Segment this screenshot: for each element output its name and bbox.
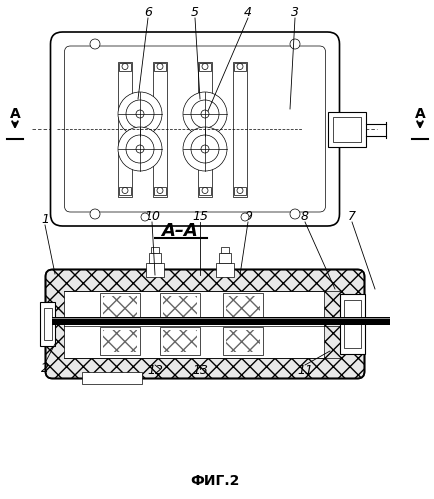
Text: 2: 2 [41,362,49,376]
Bar [197,61,211,197]
Circle shape [289,209,299,219]
Bar [119,187,131,195]
Bar [216,263,233,277]
Text: 12: 12 [147,364,163,378]
Bar [100,293,140,321]
Bar [103,296,137,318]
Circle shape [201,145,208,153]
Circle shape [201,63,207,69]
FancyBboxPatch shape [46,269,364,379]
Bar [339,294,364,354]
Text: 6: 6 [144,5,151,18]
Bar [44,308,53,340]
Bar [160,293,200,321]
Bar [103,330,137,352]
Text: 15: 15 [191,210,207,223]
Circle shape [90,39,100,49]
Circle shape [237,188,243,194]
Bar [327,112,365,147]
Bar [226,296,260,318]
Bar [154,187,166,195]
Circle shape [191,135,218,163]
Text: 7: 7 [347,210,355,223]
Bar [40,302,56,346]
Text: А: А [414,107,424,121]
Text: 8: 8 [300,210,308,223]
Circle shape [183,127,227,171]
Text: А: А [10,107,20,121]
Circle shape [136,110,144,118]
Circle shape [126,135,154,163]
Bar [198,187,210,195]
Bar [154,62,166,70]
Text: 13: 13 [191,364,207,378]
Circle shape [157,188,163,194]
Bar [146,263,164,277]
Bar [198,62,210,70]
Bar [118,61,132,197]
Bar [151,247,159,253]
Text: 10: 10 [144,210,160,223]
Circle shape [240,213,248,221]
Circle shape [122,63,128,69]
Bar [343,300,360,348]
Text: 3: 3 [290,5,298,18]
Bar [226,330,260,352]
Text: 5: 5 [191,5,198,18]
Text: 11: 11 [296,364,312,378]
Text: ФИГ.2: ФИГ.2 [190,474,239,488]
Bar [218,253,230,263]
Circle shape [289,39,299,49]
Circle shape [201,188,207,194]
Circle shape [141,213,149,221]
Circle shape [126,100,154,128]
Text: 1: 1 [41,213,49,226]
Bar [223,327,263,355]
FancyBboxPatch shape [50,32,339,226]
Bar [100,327,140,355]
Bar [233,62,246,70]
Bar [149,253,161,263]
Bar [119,62,131,70]
Bar [332,117,360,142]
Bar [220,247,228,253]
Bar [233,61,247,197]
Circle shape [157,63,163,69]
Circle shape [122,188,128,194]
Bar [233,187,246,195]
Bar [160,327,200,355]
Bar [64,290,324,357]
Bar [163,330,197,352]
Bar [52,317,389,325]
Bar [223,293,263,321]
Circle shape [201,110,208,118]
Circle shape [118,127,161,171]
Circle shape [183,92,227,136]
Circle shape [118,92,161,136]
Circle shape [136,145,144,153]
Bar [163,296,197,318]
Text: А–А: А–А [161,222,198,240]
Circle shape [191,100,218,128]
Text: 9: 9 [243,210,251,223]
Text: 4: 4 [243,5,251,18]
Circle shape [90,209,100,219]
Circle shape [237,63,243,69]
Bar [153,61,167,197]
Bar [82,371,142,384]
